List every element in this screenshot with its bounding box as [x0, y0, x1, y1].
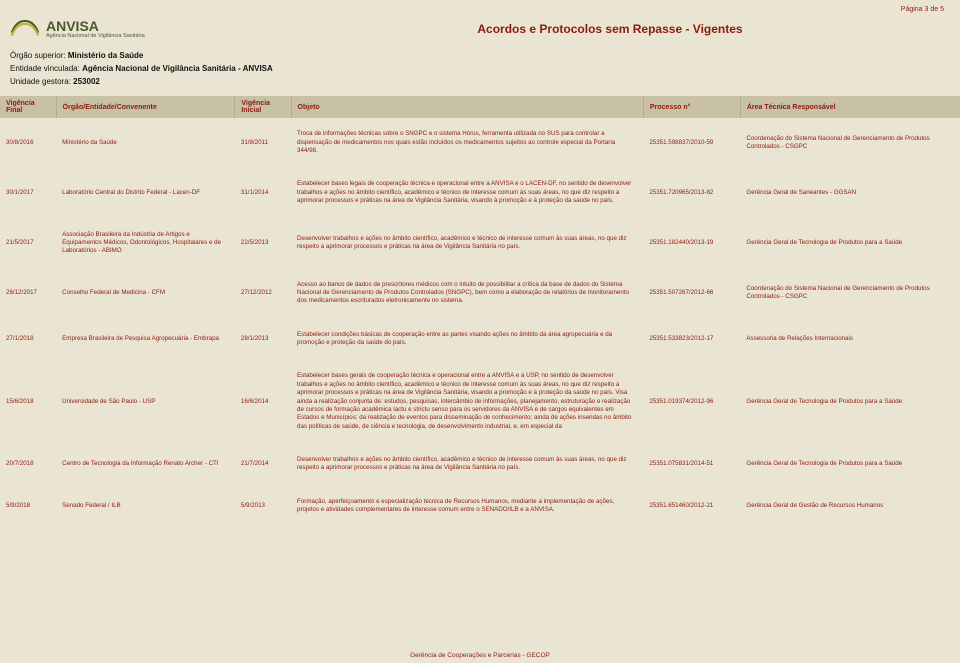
page-title: Acordos e Protocolos sem Repasse - Vigen…: [270, 22, 950, 36]
table-row: 20/7/2018Centro de Tecnologia da Informa…: [0, 443, 960, 485]
meta-block: Órgão superior: Ministério da Saúde Enti…: [0, 46, 960, 96]
cell-vinicial: 31/8/2011: [235, 118, 291, 168]
cell-area: Gerência Geral de Tecnologia de Produtos…: [740, 218, 960, 268]
cell-orgao: Universidade de São Paulo - USP: [56, 360, 235, 444]
cell-vinicial: 5/9/2013: [235, 485, 291, 527]
cell-vinicial: 22/5/2013: [235, 218, 291, 268]
table-row: 27/1/2018Empresa Brasileira de Pesquisa …: [0, 318, 960, 360]
meta-value-2: Agência Nacional de Vigilância Sanitária…: [82, 64, 273, 73]
cell-vfinal: 21/5/2017: [0, 218, 56, 268]
cell-orgao: Centro de Tecnologia da Informação Renat…: [56, 443, 235, 485]
cell-objeto: Estabelecer condições básicas de coopera…: [291, 318, 643, 360]
cell-vfinal: 27/1/2018: [0, 318, 56, 360]
cell-orgao: Empresa Brasileira de Pesquisa Agropecuá…: [56, 318, 235, 360]
cell-vfinal: 26/12/2017: [0, 268, 56, 318]
meta-value-3: 253002: [73, 77, 100, 86]
cell-processo: 25351.182440/2013-19: [643, 218, 740, 268]
cell-objeto: Formação, aperfeiçoamento e especializaç…: [291, 485, 643, 527]
cell-vinicial: 31/1/2014: [235, 168, 291, 218]
cell-area: Gerência Geral de Tecnologia de Produtos…: [740, 443, 960, 485]
cell-area: Coordenação do Sistema Nacional de Geren…: [740, 268, 960, 318]
logo-block: ANVISA Agência Nacional de Vigilância Sa…: [10, 18, 270, 40]
cell-vinicial: 27/12/2012: [235, 268, 291, 318]
table-row: 15/6/2018Universidade de São Paulo - USP…: [0, 360, 960, 444]
table-row: 30/1/2017Laboratório Central do Distrito…: [0, 168, 960, 218]
meta-value-1: Ministério da Saúde: [68, 51, 144, 60]
cell-processo: 25351.507267/2012-66: [643, 268, 740, 318]
cell-area: Gerência Geral de Saneantes - GGSAN: [740, 168, 960, 218]
cell-vinicial: 28/1/2013: [235, 318, 291, 360]
page-number: Página 3 de 5: [901, 6, 944, 13]
cell-area: Assessoria de Relações Internacionais: [740, 318, 960, 360]
cell-vinicial: 21/7/2014: [235, 443, 291, 485]
cell-vfinal: 30/1/2017: [0, 168, 56, 218]
meta-label-1: Órgão superior:: [10, 51, 68, 60]
header: ANVISA Agência Nacional de Vigilância Sa…: [0, 0, 960, 46]
cell-objeto: Desenvolver trabalhos e ações no âmbito …: [291, 443, 643, 485]
cell-vinicial: 16/6/2014: [235, 360, 291, 444]
agreements-table: Vigência Final Órgão/Entidade/Convenente…: [0, 96, 960, 527]
cell-orgao: Laboratório Central do Distrito Federal …: [56, 168, 235, 218]
table-row: 21/5/2017Associação Brasileira da Indúst…: [0, 218, 960, 268]
logo-name: ANVISA: [46, 19, 145, 33]
cell-area: Coordenação do Sistema Nacional de Geren…: [740, 118, 960, 168]
col-objeto: Objeto: [291, 96, 643, 118]
cell-orgao: Conselho Federal de Medicina - CFM: [56, 268, 235, 318]
cell-processo: 25351.075831/2014-51: [643, 443, 740, 485]
col-vigencia-inicial: Vigência Inicial: [235, 96, 291, 118]
meta-label-3: Unidade gestora:: [10, 77, 73, 86]
cell-processo: 25351.598837/2010-59: [643, 118, 740, 168]
table-row: 5/9/2018Senado Federal / ILB5/9/2013Form…: [0, 485, 960, 527]
cell-vfinal: 15/6/2018: [0, 360, 56, 444]
cell-orgao: Senado Federal / ILB: [56, 485, 235, 527]
cell-processo: 25351.651460/2012-21: [643, 485, 740, 527]
cell-processo: 25351.533823/2012-17: [643, 318, 740, 360]
cell-area: Gerência Geral de Gestão de Recursos Hum…: [740, 485, 960, 527]
cell-vfinal: 5/9/2018: [0, 485, 56, 527]
col-orgao: Órgão/Entidade/Convenente: [56, 96, 235, 118]
cell-objeto: Desenvolver trabalhos e ações no âmbito …: [291, 218, 643, 268]
cell-objeto: Estabelecer bases legais de cooperação t…: [291, 168, 643, 218]
col-area: Área Técnica Responsável: [740, 96, 960, 118]
cell-objeto: Estabelecer bases gerais de cooperação t…: [291, 360, 643, 444]
cell-vfinal: 30/8/2016: [0, 118, 56, 168]
cell-orgao: Ministério da Saúde: [56, 118, 235, 168]
cell-objeto: Acesso ao banco de dados de prescritores…: [291, 268, 643, 318]
col-processo: Processo n°: [643, 96, 740, 118]
cell-objeto: Troca de informações técnicas sobre o SN…: [291, 118, 643, 168]
table-row: 30/8/2016Ministério da Saúde31/8/2011Tro…: [0, 118, 960, 168]
cell-vfinal: 20/7/2018: [0, 443, 56, 485]
col-vigencia-final: Vigência Final: [0, 96, 56, 118]
cell-orgao: Associação Brasileira da Indústria de Ar…: [56, 218, 235, 268]
logo-subtitle: Agência Nacional de Vigilância Sanitária: [46, 33, 145, 40]
table-row: 26/12/2017Conselho Federal de Medicina -…: [0, 268, 960, 318]
cell-area: Gerência Geral de Tecnologia de Produtos…: [740, 360, 960, 444]
anvisa-logo-icon: [10, 18, 40, 40]
meta-label-2: Entidade vinculada:: [10, 64, 82, 73]
table-header-row: Vigência Final Órgão/Entidade/Convenente…: [0, 96, 960, 118]
footer-text: Gerência de Cooperações e Parcerias - GE…: [0, 652, 960, 659]
cell-processo: 25351.019374/2012-96: [643, 360, 740, 444]
cell-processo: 25351.720965/2013-82: [643, 168, 740, 218]
